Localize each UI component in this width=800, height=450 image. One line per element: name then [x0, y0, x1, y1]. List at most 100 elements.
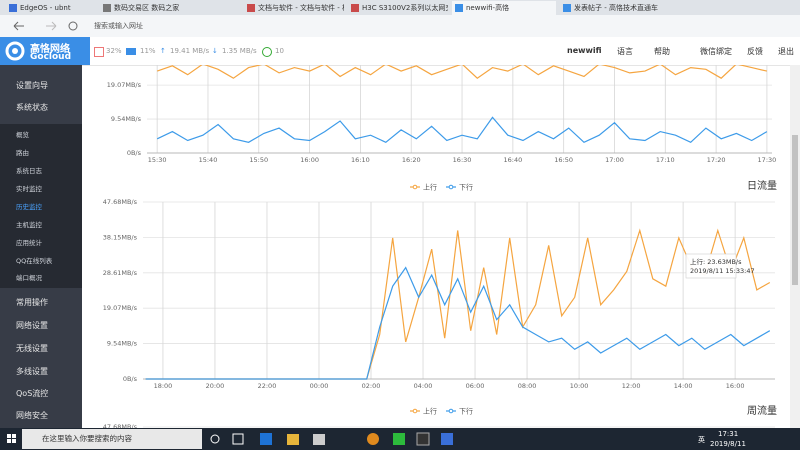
submenu-item[interactable]: 实时监控 [16, 185, 42, 193]
tab-bar: EdgeOS - ubnt 数码交易区 数码之家 文档与软件 - 文档与软件 -… [0, 0, 800, 15]
menu-item[interactable]: 网络设置 [16, 321, 48, 330]
legend-label: 上行 [423, 183, 437, 192]
series-line [145, 228, 771, 380]
x-tick-label: 08:00 [518, 382, 537, 390]
scroll-thumb[interactable] [792, 135, 798, 285]
legend-swatch-dot [448, 408, 454, 414]
menu-item[interactable]: 网络安全 [16, 411, 48, 420]
nav-link[interactable]: 帮助 [654, 47, 670, 56]
download-rate: 1.35 MB/s [222, 47, 257, 55]
ime-indicator[interactable]: 英 [698, 436, 705, 444]
conn-icon [262, 47, 272, 57]
legend-label: 下行 [459, 183, 473, 192]
tooltip-value: 上行: 23.63MB/s [690, 257, 742, 266]
tab[interactable]: newwifi-高恪 [452, 1, 556, 15]
tab-title: 发表帖子 - 高恪技术直通车 [574, 4, 658, 12]
y-tick-label: 19.07MB/s [107, 81, 142, 89]
x-tick-label: 17:00 [605, 156, 624, 164]
clock-time[interactable]: 17:31 [718, 430, 739, 438]
logo-sub: Gocloud [30, 52, 72, 62]
nav-link[interactable]: 语言 [617, 47, 633, 56]
legend-label: 上行 [423, 407, 437, 416]
nav-link[interactable]: 反馈 [747, 47, 763, 56]
submenu-item[interactable]: QQ在线列表 [16, 257, 53, 265]
y-tick-label: 38.15MB/s [103, 233, 138, 241]
menu-item[interactable]: 常用操作 [16, 298, 48, 307]
x-tick-label: 17:30 [758, 156, 777, 164]
x-tick-label: 14:00 [674, 382, 693, 390]
y-tick-label: 47.68MB/s [103, 198, 138, 206]
start-button[interactable] [2, 428, 22, 450]
x-tick-label: 16:30 [453, 156, 472, 164]
menu-item[interactable]: QoS流控 [16, 389, 49, 398]
submenu-item[interactable]: 概览 [16, 131, 29, 139]
y-tick-label: 9.54MB/s [107, 340, 138, 348]
nav-link[interactable]: 退出 [778, 47, 794, 56]
series-line [156, 116, 768, 144]
menu-item[interactable]: 设置向导 [16, 81, 48, 90]
tab[interactable]: 发表帖子 - 高恪技术直通车 [560, 1, 670, 15]
x-tick-label: 16:50 [554, 156, 573, 164]
y-tick-label: 9.54MB/s [111, 115, 142, 123]
tab[interactable]: EdgeOS - ubnt [6, 1, 94, 15]
submenu-item[interactable]: 系统日志 [16, 167, 42, 175]
chart-title: 周流量 [747, 404, 777, 417]
x-tick-label: 20:00 [206, 382, 225, 390]
x-tick-label: 15:50 [249, 156, 268, 164]
submenu [0, 124, 82, 288]
x-tick-label: 17:20 [707, 156, 726, 164]
x-tick-label: 18:00 [154, 382, 173, 390]
address-input[interactable]: 搜索或输入网址 [94, 22, 143, 30]
logo-icon [5, 41, 25, 61]
cpu-usage: 32% [106, 47, 122, 55]
scrollbar[interactable] [790, 65, 800, 428]
cpu-icon [94, 47, 104, 57]
chart-title: 日流量 [747, 179, 777, 192]
x-tick-label: 10:00 [570, 382, 589, 390]
device-name: newwifi [567, 46, 602, 55]
tab[interactable]: 数码交易区 数码之家 [100, 1, 220, 15]
x-tick-label: 16:40 [503, 156, 522, 164]
taskbar-apps[interactable] [205, 428, 465, 450]
submenu-item[interactable]: 应用统计 [16, 239, 42, 247]
x-tick-label: 06:00 [466, 382, 485, 390]
x-tick-label: 16:00 [726, 382, 745, 390]
x-tick-label: 15:30 [148, 156, 167, 164]
tab-title: 数码交易区 数码之家 [114, 4, 180, 12]
y-tick-label: 47.68MB/s [103, 423, 138, 428]
clock-date[interactable]: 2019/8/11 [710, 440, 746, 448]
tab[interactable]: 文档与软件 - 文档与软件 - 栏 [244, 1, 344, 15]
menu-item[interactable]: 无线设置 [16, 344, 48, 353]
logo[interactable]: 高恪网络 Gocloud [0, 37, 90, 65]
submenu-item[interactable]: 端口概况 [16, 274, 42, 282]
tooltip-time: 2019/8/11 15:33:47 [690, 267, 755, 275]
x-tick-label: 17:10 [656, 156, 675, 164]
legend-swatch-dot [448, 184, 454, 190]
nav-buttons[interactable] [0, 15, 80, 37]
submenu-item[interactable]: 路由 [16, 149, 29, 157]
tab-title: 文档与软件 - 文档与软件 - 栏 [258, 4, 344, 12]
down-arrow: ↓ [212, 47, 218, 55]
x-tick-label: 22:00 [258, 382, 277, 390]
upload-rate: 19.41 MB/s [170, 47, 210, 55]
menu-item[interactable]: 多线设置 [16, 367, 48, 376]
up-arrow: ↑ [160, 47, 166, 55]
legend-swatch-dot [412, 408, 418, 414]
nav-link[interactable]: 微信绑定 [700, 47, 732, 56]
x-tick-label: 02:00 [362, 382, 381, 390]
x-tick-label: 12:00 [622, 382, 641, 390]
submenu-item-active[interactable]: 历史监控 [16, 203, 42, 211]
menu-item[interactable]: 系统状态 [16, 103, 48, 112]
y-tick-label: 0B/s [127, 149, 142, 157]
x-tick-label: 16:20 [402, 156, 421, 164]
tab-title: newwifi-高恪 [466, 4, 510, 12]
ram-icon [126, 48, 136, 55]
search-box[interactable]: 在这里输入你要搜索的内容 [22, 429, 202, 449]
x-tick-label: 15:40 [199, 156, 218, 164]
tooltip-box [685, 253, 737, 279]
submenu-item[interactable]: 主机监控 [16, 221, 42, 229]
tab[interactable]: H3C S3100V2系列以太网交 [348, 1, 448, 15]
charts: 0B/s 9.54MB/s 19.07MB/s 15:30 15:40 15:50 16:0… [103, 65, 777, 428]
